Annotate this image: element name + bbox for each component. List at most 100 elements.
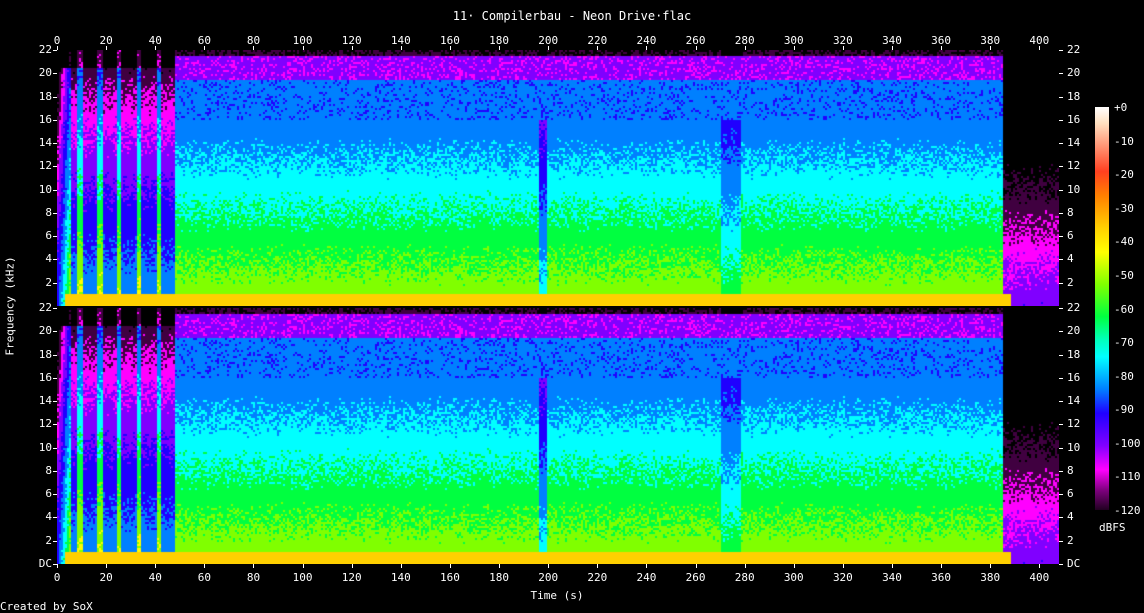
x-axis-label: Time (s) bbox=[530, 589, 584, 602]
x-tick-label-top: 360 bbox=[931, 34, 952, 47]
y-tick-label-left: 14 bbox=[38, 394, 52, 408]
y-tick-label-right: 12 bbox=[1067, 159, 1081, 173]
chart-title: 11· Compilerbau - Neon Drive·flac bbox=[452, 9, 692, 23]
x-tick-label-top: 180 bbox=[489, 34, 509, 47]
x-tick-top bbox=[695, 46, 697, 50]
x-tick-label-bottom: 220 bbox=[587, 571, 608, 584]
y-tick-label-right: 8 bbox=[1067, 463, 1074, 477]
x-tick-top bbox=[1039, 46, 1041, 50]
x-tick-label-top: 40 bbox=[148, 34, 162, 47]
x-tick-bottom bbox=[695, 564, 697, 568]
colorbar-tick-label: -120 bbox=[1114, 504, 1141, 517]
x-tick-bottom bbox=[597, 564, 599, 568]
y-tick-label-right: 8 bbox=[1067, 205, 1074, 219]
y-tick-label-right: 18 bbox=[1067, 347, 1081, 361]
x-tick-top bbox=[351, 46, 353, 50]
colorbar-tick-label: -50 bbox=[1114, 268, 1134, 282]
y-tick-label-right: 2 bbox=[1067, 275, 1074, 289]
x-tick-label-top: 320 bbox=[832, 34, 853, 47]
y-tick-left bbox=[53, 189, 57, 191]
colorbar-tick-label: -70 bbox=[1114, 336, 1134, 350]
y-tick-left bbox=[53, 470, 57, 472]
colorbar-tick-label: -30 bbox=[1114, 201, 1134, 215]
colorbar-tick-label: -20 bbox=[1114, 168, 1134, 182]
x-tick-bottom bbox=[253, 564, 255, 568]
x-tick-label-top: 80 bbox=[246, 34, 261, 47]
y-tick-left bbox=[53, 564, 57, 565]
x-tick-label-bottom: 0 bbox=[53, 571, 61, 584]
spectrogram-canvas bbox=[57, 308, 1059, 564]
x-tick-bottom bbox=[106, 564, 108, 568]
x-tick-bottom bbox=[57, 564, 58, 568]
y-tick-label-right: 16 bbox=[1067, 112, 1081, 126]
y-tick-label-right: 22 bbox=[1067, 43, 1081, 56]
y-tick-label-left: 10 bbox=[38, 182, 52, 196]
x-tick-bottom bbox=[744, 564, 746, 568]
x-tick-label-bottom: 340 bbox=[882, 571, 902, 584]
y-tick-label-left: 8 bbox=[45, 463, 52, 477]
x-tick-top bbox=[990, 46, 992, 50]
x-tick-bottom bbox=[351, 564, 353, 568]
y-tick-left bbox=[53, 540, 57, 542]
x-tick-label-top: 340 bbox=[882, 34, 902, 47]
y-tick-label-right: 22 bbox=[1067, 301, 1081, 314]
y-tick-left bbox=[53, 401, 57, 403]
x-tick-top bbox=[106, 46, 108, 50]
x-tick-top bbox=[302, 46, 304, 50]
y-tick-label-left: 12 bbox=[38, 417, 52, 431]
x-tick-bottom bbox=[892, 564, 893, 568]
y-tick-label-left: 2 bbox=[45, 533, 52, 547]
y-tick-label-left: 16 bbox=[38, 370, 52, 384]
x-tick-bottom bbox=[449, 564, 451, 568]
x-tick-top bbox=[941, 46, 943, 50]
y-tick-label-right: 18 bbox=[1067, 89, 1081, 103]
y-tick-left bbox=[53, 166, 57, 168]
colorbar-tick-label: -100 bbox=[1114, 436, 1141, 450]
y-tick-left bbox=[53, 119, 57, 121]
y-tick-right bbox=[1059, 564, 1063, 565]
x-tick-label-bottom: 100 bbox=[292, 571, 313, 584]
y-tick-right bbox=[1059, 50, 1063, 51]
x-tick-bottom bbox=[302, 564, 304, 568]
colorbar-tick-label: -10 bbox=[1114, 134, 1134, 148]
y-tick-label-right: 4 bbox=[1067, 510, 1074, 524]
colorbar-tick-label: -110 bbox=[1114, 470, 1141, 484]
y-tick-right bbox=[1059, 424, 1063, 426]
spectrogram-channel-1 bbox=[57, 50, 1059, 306]
x-tick-label-bottom: 40 bbox=[148, 571, 162, 584]
y-tick-left bbox=[53, 143, 57, 145]
y-tick-label-right: 16 bbox=[1067, 370, 1081, 384]
y-tick-left bbox=[53, 96, 57, 98]
y-tick-label-right: 20 bbox=[1067, 324, 1081, 338]
y-tick-left bbox=[53, 354, 57, 356]
y-tick-right bbox=[1059, 189, 1063, 191]
y-tick-label-left: 10 bbox=[38, 440, 52, 454]
x-tick-bottom bbox=[1039, 564, 1041, 568]
x-tick-bottom bbox=[204, 564, 206, 568]
y-tick-right bbox=[1059, 377, 1063, 379]
y-tick-label-right: 6 bbox=[1067, 229, 1074, 243]
y-tick-left bbox=[53, 377, 57, 379]
x-tick-label-bottom: 380 bbox=[980, 571, 1001, 584]
colorbar-tick-label: -40 bbox=[1114, 235, 1134, 249]
y-tick-left bbox=[53, 494, 57, 496]
y-tick-right bbox=[1059, 354, 1063, 356]
colorbar-unit: dBFS bbox=[1099, 521, 1126, 534]
y-tick-label-right: 2 bbox=[1067, 533, 1074, 547]
colorbar bbox=[1095, 107, 1109, 510]
x-tick-top bbox=[253, 46, 255, 50]
y-tick-label-right: 10 bbox=[1067, 182, 1081, 196]
y-tick-left bbox=[53, 517, 57, 519]
x-tick-top bbox=[204, 46, 206, 50]
y-tick-right bbox=[1059, 540, 1063, 542]
y-tick-right bbox=[1059, 447, 1063, 449]
y-tick-left bbox=[53, 424, 57, 426]
y-tick-label-left: 12 bbox=[38, 159, 52, 173]
y-tick-label-right: 12 bbox=[1067, 417, 1081, 431]
y-tick-label-right: 14 bbox=[1067, 394, 1081, 408]
y-tick-right bbox=[1059, 282, 1063, 284]
x-tick-label-bottom: 120 bbox=[341, 571, 362, 584]
y-tick-left bbox=[53, 331, 57, 333]
credit-text: Created by SoX bbox=[0, 600, 93, 613]
y-tick-right bbox=[1059, 96, 1063, 98]
